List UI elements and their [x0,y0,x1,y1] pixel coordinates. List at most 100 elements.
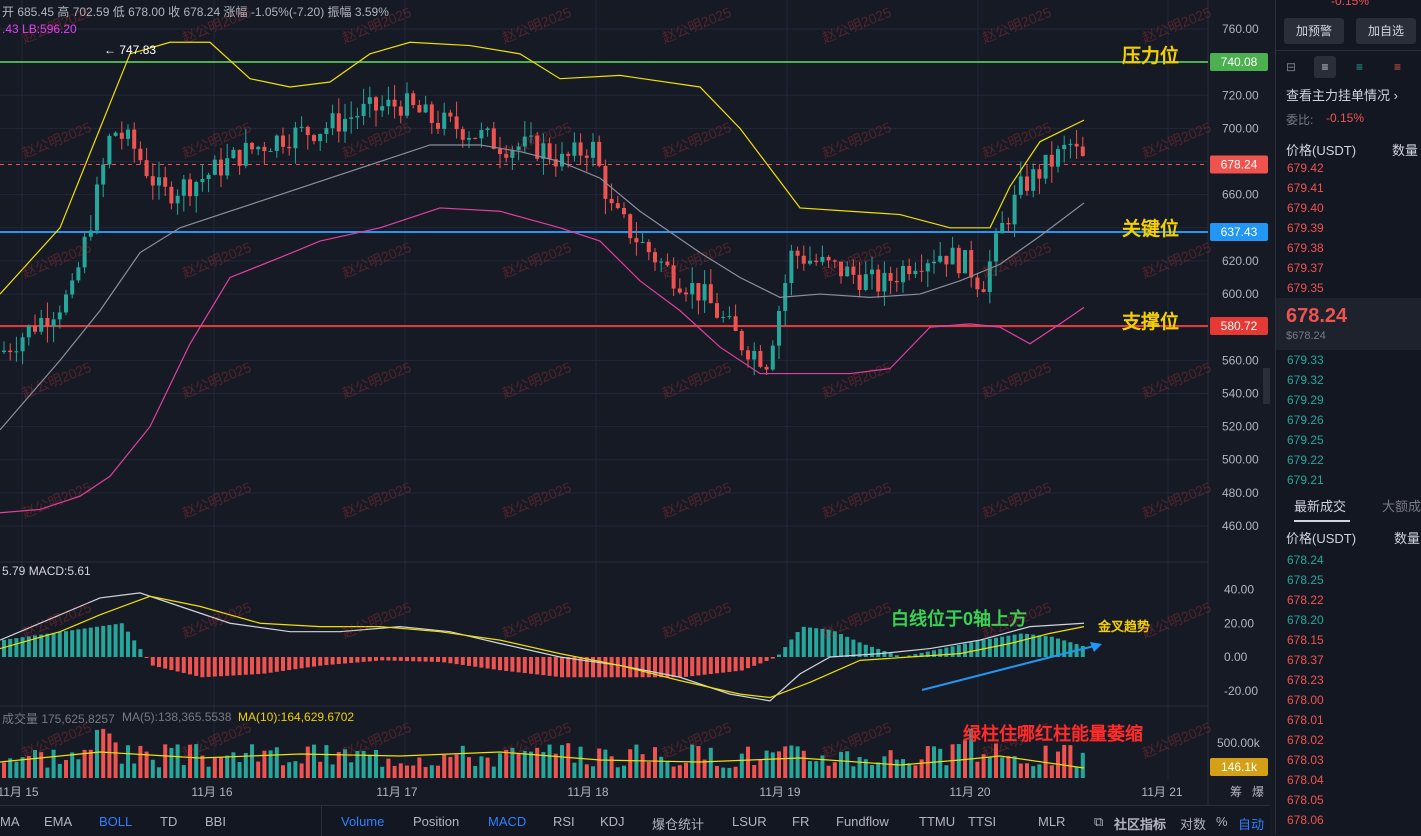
macd-readout: 5.79 MACD:5.61 [2,564,91,578]
indicator-tab-ma[interactable]: MA [0,814,20,829]
boll-readout: .43 LB:596.20 [2,22,77,36]
candle [708,269,713,304]
add-watchlist-button[interactable]: 加自选 [1356,18,1416,44]
ask-row[interactable]: 679.35 [1287,281,1324,295]
indicator-tab-7[interactable]: FR [792,814,810,829]
candle [913,262,918,279]
volume-bar [448,756,453,778]
candle-body [832,260,837,262]
ask-row[interactable]: 679.40 [1287,201,1324,215]
volume-bar [367,754,372,778]
chart-tool-2[interactable]: % [1216,814,1228,829]
indicator-tab-3[interactable]: RSI [553,814,575,829]
chart-tool-0[interactable]: 社区指标 [1114,817,1167,832]
ask-row[interactable]: 679.37 [1287,261,1324,275]
tab-latest-trades[interactable]: 最新成交 [1294,499,1347,514]
col-price-header: 价格(USDT) [1286,143,1357,158]
bid-row[interactable]: 679.21 [1287,473,1324,487]
orderbook-bids-icon[interactable]: ≡ [1356,60,1364,74]
candle-body [919,270,924,272]
ask-row[interactable]: 679.42 [1287,161,1324,175]
volume-bar [39,752,44,778]
candle [839,261,843,284]
indicator-tab-1[interactable]: Position [413,814,460,829]
indicator-tab-9[interactable]: TTMU [919,814,956,829]
volume-readout: 成交量 175,625.8257 [2,712,115,726]
candle [975,273,980,298]
candle [95,176,99,235]
volume-tag-bg [1210,758,1268,776]
current-price-tag-bg [1210,155,1268,174]
candle [138,141,143,165]
macd-bar [274,657,279,672]
volume-bar [95,729,99,778]
indicator-tab-5[interactable]: 爆仓统计 [652,817,705,832]
ask-row[interactable]: 679.41 [1287,181,1324,195]
chart-tool-3[interactable]: 自动 [1238,817,1265,832]
volume-bar [405,765,409,778]
macd-bar [343,657,347,664]
indicator-tab-2[interactable]: MACD [488,814,527,829]
chart-tool-1[interactable]: 对数 [1180,817,1207,832]
price-axis-label: 500.00 [1222,453,1259,467]
indicator-tab-boll[interactable]: BOLL [99,814,133,829]
candle [1068,138,1073,159]
indicator-tab-8[interactable]: Fundflow [836,814,889,829]
volume-bar [1049,765,1054,778]
candle-body [826,256,831,261]
macd-bar [727,657,732,672]
tab-large-trades[interactable]: 大额成 [1382,499,1421,514]
macd-bar [913,654,918,657]
candle-body [1006,222,1011,225]
time-axis-extra: 筹 [1230,785,1242,799]
resistance-label: 压力位 [1122,46,1180,67]
bid-row[interactable]: 679.22 [1287,453,1324,467]
candle-body [2,350,6,353]
macd-bar [181,657,186,673]
ask-row[interactable]: 679.39 [1287,221,1324,235]
bid-row[interactable]: 679.25 [1287,433,1324,447]
macd-bar [584,657,589,678]
candle [777,305,781,360]
indicator-tab-6[interactable]: LSUR [732,814,767,829]
price-chart-canvas[interactable]: 760.00740.00720.00700.00680.00660.00640.… [0,0,1270,805]
ask-row[interactable]: 679.38 [1287,241,1324,255]
orderbook-asks-icon[interactable]: ≡ [1394,60,1402,74]
candle [26,324,31,346]
macd-axis-label: 40.00 [1224,583,1254,597]
macd-bar [8,638,13,657]
orderbook-title[interactable]: 查看主力挂单情况 › [1286,88,1398,103]
macd-bar [256,657,261,675]
volume-bar [894,759,899,778]
orderbook-both-icon[interactable]: ≡ [1314,56,1336,78]
community-indicator-icon[interactable]: ⧉ [1094,814,1104,829]
indicator-tab-td[interactable]: TD [160,814,178,829]
macd-bar [994,637,998,657]
volume-bar [783,746,788,778]
volume-bar [591,766,595,778]
top-partial-change: -0.15% [1331,0,1370,8]
macd-bar [188,657,192,675]
candle [659,258,664,273]
indicator-tab-10[interactable]: TTSI [968,814,997,829]
candle-body [144,160,149,177]
indicator-tab-ema[interactable]: EMA [44,814,73,829]
resistance-price-tag: 740.08 [1210,53,1268,72]
volume-bar [429,765,434,778]
indicator-tab-11[interactable]: MLR [1038,814,1066,829]
bid-row[interactable]: 679.29 [1287,393,1324,407]
chart-area[interactable]: 760.00740.00720.00700.00680.00660.00640.… [0,0,1270,805]
bid-row[interactable]: 679.32 [1287,373,1324,387]
orderbook-view-icon[interactable]: ⊟ [1286,60,1297,74]
boll-lower-line [0,207,1085,514]
indicator-tab-bbi[interactable]: BBI [205,814,226,829]
macd-bar [138,649,143,657]
indicator-tab-4[interactable]: KDJ [600,814,625,829]
indicator-tab-0[interactable]: Volume [341,814,385,829]
add-alert-button[interactable]: 加预警 [1284,18,1344,44]
bid-row[interactable]: 679.33 [1287,353,1324,367]
candle-body [330,113,335,129]
candle [398,100,403,124]
macd-bar [1031,634,1036,657]
bid-row[interactable]: 679.26 [1287,413,1324,427]
